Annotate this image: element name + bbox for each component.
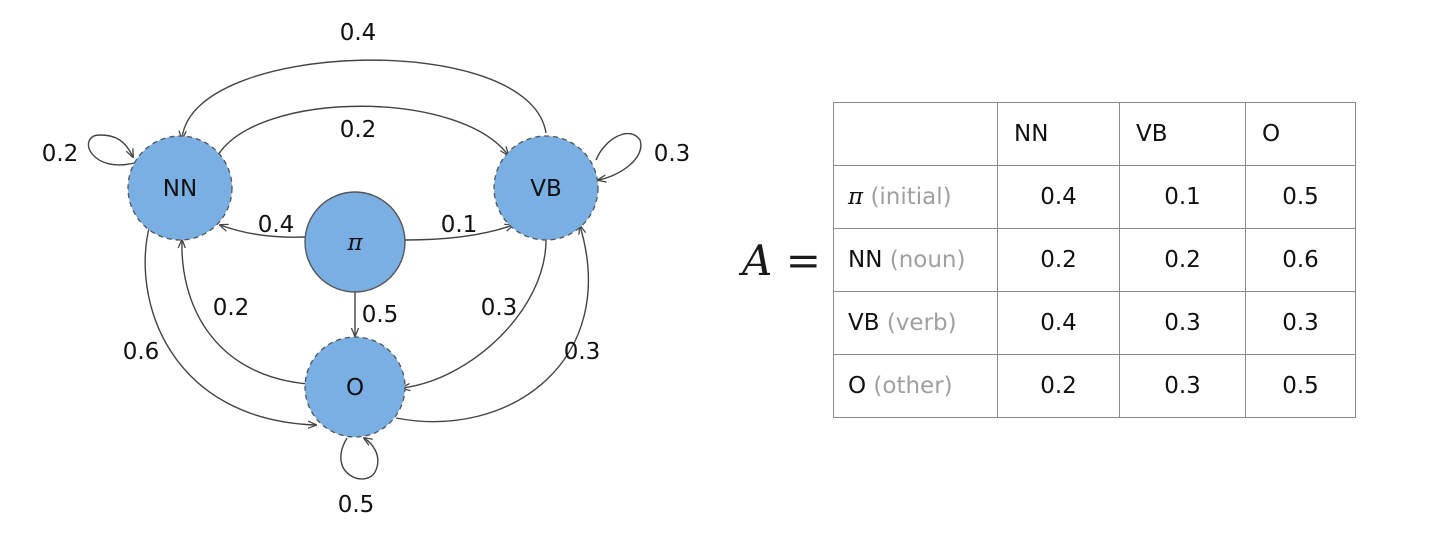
row-name: O: [848, 373, 867, 399]
node-o-label: O: [346, 375, 364, 401]
matrix-variable: A: [742, 236, 773, 285]
row-name: VB: [848, 310, 880, 336]
node-o: O: [304, 336, 406, 438]
equals-sign: =: [785, 236, 821, 285]
edge-vb-self: [595, 132, 642, 180]
column-header-vb: VB: [1119, 102, 1246, 166]
label-vb-self: 0.3: [654, 141, 691, 167]
label-o-to-nn: 0.2: [213, 295, 250, 321]
label-pi-to-vb: 0.1: [441, 212, 478, 238]
row-name: π: [848, 184, 864, 210]
matrix-cell: 0.5: [1245, 354, 1356, 418]
edge-pi-to-vb: [404, 225, 513, 241]
matrix-cell: 0.1: [1119, 165, 1246, 229]
node-vb-label: VB: [530, 176, 562, 202]
edge-vb-to-o: [402, 239, 547, 388]
row-header-other: O (other): [833, 354, 998, 418]
label-pi-to-o: 0.5: [362, 302, 399, 328]
edge-nn-to-vb: [217, 105, 508, 155]
label-nn-self: 0.2: [42, 141, 79, 167]
column-header-nn: NN: [997, 102, 1120, 166]
matrix-cell: 0.2: [997, 228, 1120, 292]
label-vb-to-nn: 0.4: [340, 20, 377, 46]
node-nn: NN: [127, 135, 233, 241]
edge-o-to-vb: [395, 226, 590, 423]
label-o-self: 0.5: [338, 492, 375, 518]
column-header-o: O: [1245, 102, 1356, 166]
matrix-row-verb: VB (verb) 0.4 0.3 0.3: [833, 291, 1356, 355]
hmm-state-diagram: NN VB O π 0.4 0.2 0.2 0.3 0.5 0.4 0.1 0.…: [42, 20, 691, 518]
node-pi-label: π: [346, 230, 363, 256]
row-header-initial: π (initial): [833, 165, 998, 229]
node-vb: VB: [493, 135, 599, 241]
label-vb-to-o: 0.3: [481, 295, 518, 321]
matrix-corner-cell: [833, 102, 998, 166]
row-desc: (noun): [889, 247, 966, 273]
row-desc: (verb): [886, 310, 957, 336]
matrix-header-row: NN VB O: [833, 102, 1356, 166]
label-nn-to-o: 0.6: [123, 339, 160, 365]
row-header-verb: VB (verb): [833, 291, 998, 355]
matrix-cell: 0.3: [1119, 291, 1246, 355]
node-nn-label: NN: [163, 176, 197, 202]
matrix-row-noun: NN (noun) 0.2 0.2 0.6: [833, 228, 1356, 292]
row-desc: (initial): [870, 184, 952, 210]
edge-o-self: [340, 438, 379, 480]
edge-pi-to-nn: [220, 225, 306, 238]
label-pi-to-nn: 0.4: [258, 212, 295, 238]
matrix-cell: 0.2: [1119, 228, 1246, 292]
matrix-cell: 0.4: [997, 165, 1120, 229]
matrix-row-initial: π (initial) 0.4 0.1 0.5: [833, 165, 1356, 229]
row-name: NN: [848, 247, 883, 273]
matrix-cell: 0.3: [1245, 291, 1356, 355]
node-pi: π: [304, 191, 406, 293]
edge-vb-to-nn: [182, 59, 547, 139]
edge-o-to-nn: [182, 240, 309, 385]
label-nn-to-vb: 0.2: [340, 117, 377, 143]
matrix-cell: 0.3: [1119, 354, 1246, 418]
edge-nn-to-o: [144, 223, 316, 425]
matrix-cell: 0.4: [997, 291, 1120, 355]
matrix-cell: 0.6: [1245, 228, 1356, 292]
transition-matrix: NN VB O π (initial) 0.4 0.1 0.5 NN (noun…: [833, 102, 1356, 418]
row-desc: (other): [873, 373, 953, 399]
matrix-cell: 0.5: [1245, 165, 1356, 229]
matrix-row-other: O (other) 0.2 0.3 0.5: [833, 354, 1356, 418]
label-o-to-vb: 0.3: [564, 339, 601, 365]
matrix-cell: 0.2: [997, 354, 1120, 418]
matrix-equation: A =: [742, 236, 821, 286]
edge-nn-self: [88, 134, 139, 166]
row-header-noun: NN (noun): [833, 228, 998, 292]
